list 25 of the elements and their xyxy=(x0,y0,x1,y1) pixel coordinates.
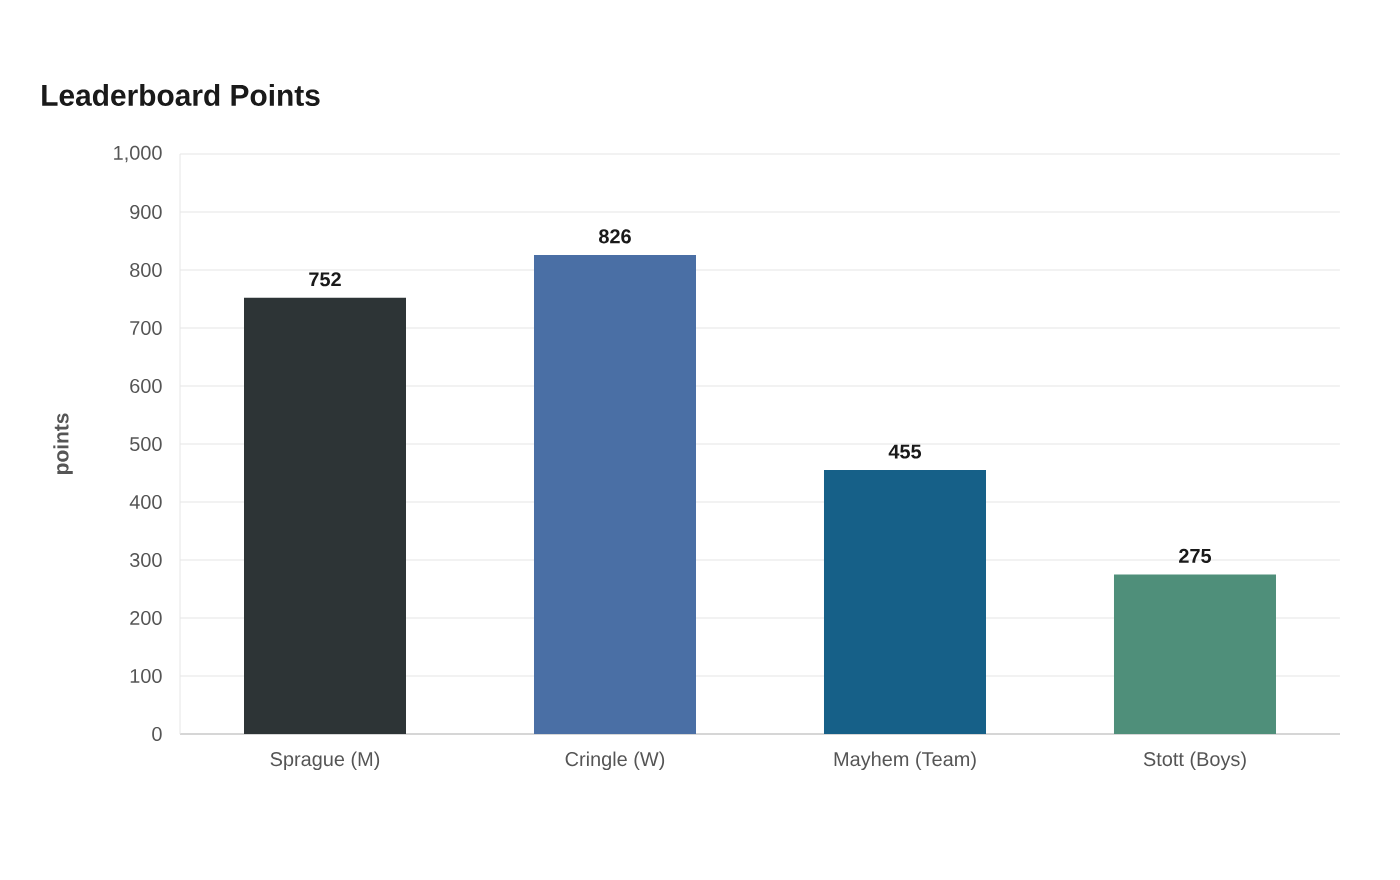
x-tick-label: Stott (Boys) xyxy=(1143,751,1246,771)
y-tick-label: 800 xyxy=(130,262,162,278)
y-tick-label: 300 xyxy=(130,552,162,568)
bar xyxy=(823,470,986,734)
y-tick-label: 700 xyxy=(130,320,162,336)
y-tick-label: 600 xyxy=(130,378,162,394)
y-tick-label: 200 xyxy=(130,610,162,626)
chart-title: Leaderboard Points xyxy=(42,84,320,106)
x-tick-label: Sprague (M) xyxy=(270,751,380,771)
data-label: 275 xyxy=(1179,548,1212,563)
bar xyxy=(534,254,696,734)
y-tick-label: 0 xyxy=(152,726,162,742)
y-tick-label: 100 xyxy=(130,668,162,684)
bar xyxy=(244,297,406,734)
x-tick-label: Mayhem (Team) xyxy=(834,751,976,771)
x-tick-label: Cringle (W) xyxy=(565,751,665,771)
data-label: 752 xyxy=(309,272,341,287)
y-axis-title: points xyxy=(53,413,73,474)
y-tick-label: 500 xyxy=(130,436,162,452)
y-tick-label: 900 xyxy=(130,204,162,220)
y-tick-label: 400 xyxy=(129,494,162,510)
data-label: 826 xyxy=(599,229,631,244)
data-label: 455 xyxy=(888,444,922,459)
bar xyxy=(1113,574,1276,734)
y-tick-label: 1,000 xyxy=(114,145,162,163)
